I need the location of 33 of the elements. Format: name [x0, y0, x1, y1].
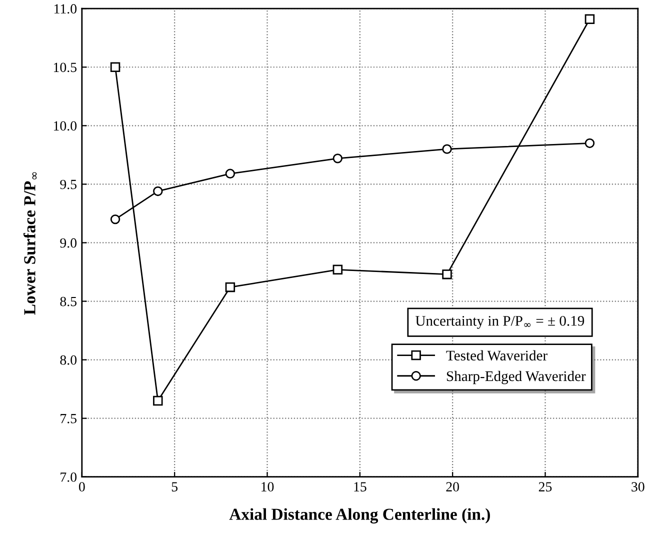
point [153, 186, 163, 196]
legend-label: Sharp-Edged Waverider [446, 370, 586, 384]
y-tick-label: 11.0 [54, 4, 77, 14]
x-tick-label: 15 [354, 482, 366, 492]
x-tick-label: 30 [632, 482, 644, 492]
y-tick-label: 8.5 [60, 296, 77, 306]
y-tick-label: 9.5 [60, 180, 77, 190]
point [110, 62, 120, 72]
point [442, 269, 452, 280]
x-tick-label: 25 [538, 482, 552, 492]
y-tick-label: 7.5 [60, 414, 77, 424]
y-tick-label: 7.0 [60, 472, 77, 482]
point [225, 282, 236, 292]
x-tick-label: 20 [446, 482, 459, 492]
point [584, 14, 595, 24]
legend-label: Tested Waverider [446, 350, 548, 361]
x-tick-label: 0 [78, 482, 85, 492]
y-tick-label: 10.5 [54, 62, 77, 72]
point [332, 264, 343, 275]
annotation: Uncertainty in P/P$_{∞}$ = ± 0.19 [416, 316, 584, 329]
point [110, 214, 120, 224]
x-tick-label: 5 [172, 482, 178, 492]
y-tick-label: 10.0 [54, 121, 77, 131]
y-tick-label: 8.0 [60, 355, 77, 365]
y-axis-title: Lower Surface P/P$_{∞}$ [23, 172, 37, 315]
x-axis-title: Axial Distance Along Centerline (in.) [229, 508, 490, 524]
y-tick-label: 9.0 [60, 238, 77, 248]
x-tick-label: 10 [262, 482, 274, 492]
point [584, 138, 595, 148]
point [442, 144, 452, 154]
point [153, 396, 163, 406]
point [332, 154, 343, 164]
point [225, 168, 236, 179]
